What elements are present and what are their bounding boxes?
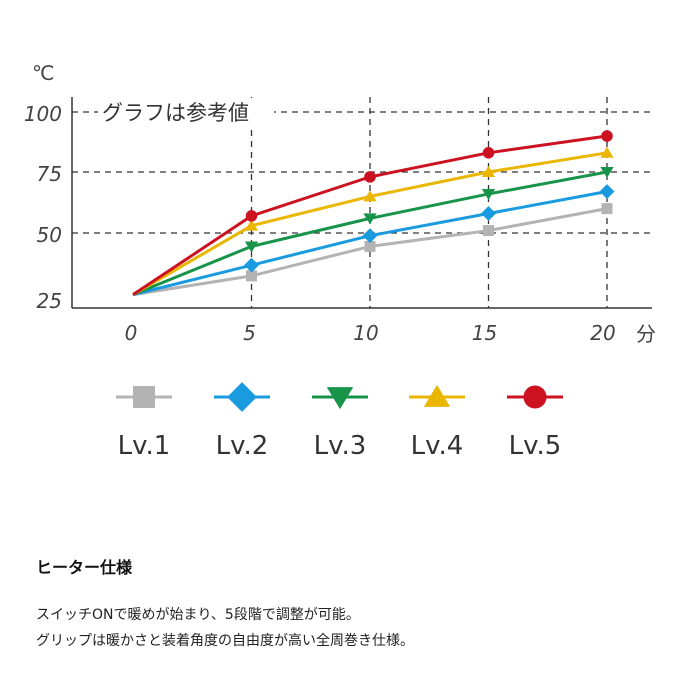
point-lv3-x5 xyxy=(244,241,259,253)
x-tick-label-15: 15 xyxy=(472,321,497,345)
point-lv5-x5 xyxy=(245,210,258,222)
x-tick-label-10: 10 xyxy=(353,321,378,345)
point-lv2-x5 xyxy=(244,257,259,273)
point-lv1-x20 xyxy=(601,203,613,215)
point-lv5-x20 xyxy=(601,130,613,142)
point-lv3-x20 xyxy=(600,167,614,179)
point-lv4-x20 xyxy=(600,146,614,158)
temperature-chart: 25 50 75 100 ℃ 0 5 10 15 20 分 グラフは参考値 Lv.1 Lv.2 Lv.3 Lv… xyxy=(24,61,656,461)
legend-label-lv1: Lv.1 xyxy=(118,431,171,461)
x-tick-label-5: 5 xyxy=(243,321,256,345)
point-lv1-x5 xyxy=(246,270,257,282)
heater-spec: ヒーター仕様 スイッチONで暖めが始まり、5段階で調整が可能。 グリップは暖かさ… xyxy=(36,556,676,654)
annotation-backdrop xyxy=(98,98,274,126)
point-lv1-x15 xyxy=(483,225,494,237)
y-tick-label-100: 100 xyxy=(24,102,62,126)
legend-marker-lv4 xyxy=(423,384,451,407)
point-lv4-x15 xyxy=(481,165,496,177)
point-lv2-x20 xyxy=(599,184,615,199)
point-lv5-x10 xyxy=(364,171,376,183)
legend-marker-lv1 xyxy=(133,386,155,408)
x-tick-label-20: 20 xyxy=(590,321,615,345)
spec-title: ヒーター仕様 xyxy=(36,558,133,577)
legend-label-lv2: Lv.2 xyxy=(216,431,269,461)
point-lv4-x10 xyxy=(363,190,377,202)
point-lv3-x10 xyxy=(363,213,377,225)
spec-line-2: グリップは暖かさと装着角度の自由度が高い全周巻き仕様。 xyxy=(36,633,414,649)
legend-marker-lv3 xyxy=(326,387,354,410)
y-axis-label: ℃ xyxy=(32,61,54,85)
point-lv2-x15 xyxy=(481,206,496,221)
point-lv3-x15 xyxy=(481,189,496,201)
point-lv4-x5 xyxy=(244,219,259,231)
y-tick-label-25: 25 xyxy=(37,289,62,313)
legend-label-lv3: Lv.3 xyxy=(314,431,367,461)
x-axis-label: 分 xyxy=(636,322,656,346)
spec-line-1: スイッチONで暖めが始まり、5段階で調整が可能。 xyxy=(36,607,360,623)
legend-label-lv4: Lv.4 xyxy=(411,431,464,461)
legend-marker-lv5 xyxy=(523,385,547,409)
legend-marker-lv2 xyxy=(227,382,257,412)
reference-note: グラフは参考値 xyxy=(102,101,249,125)
y-tick-label-50: 50 xyxy=(37,223,62,247)
point-lv2-x10 xyxy=(362,228,378,244)
legend-label-lv5: Lv.5 xyxy=(509,431,562,461)
point-lv1-x10 xyxy=(364,240,376,252)
x-tick-label-0: 0 xyxy=(125,321,138,345)
y-tick-label-75: 75 xyxy=(37,162,62,186)
point-lv5-x15 xyxy=(482,147,495,159)
